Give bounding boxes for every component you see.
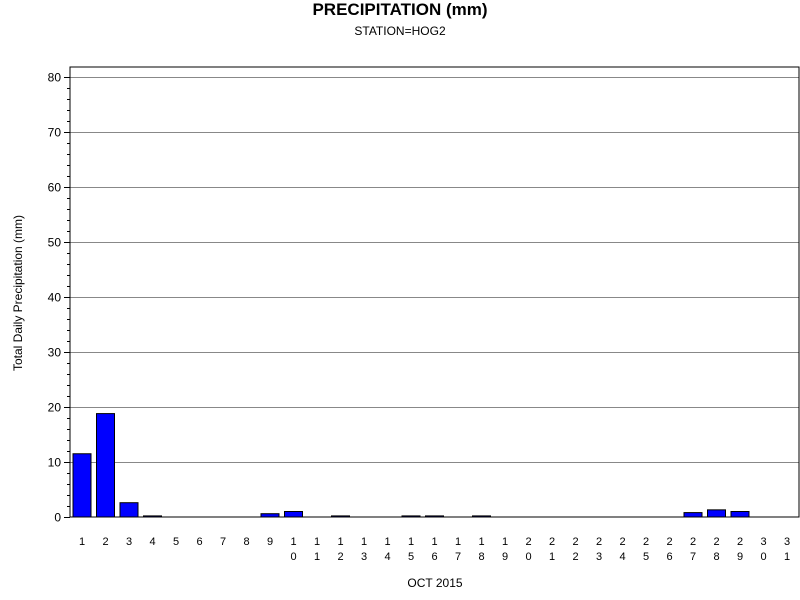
x-tick-label: 1 <box>337 536 343 548</box>
x-tick-label: 2 <box>525 536 531 548</box>
x-tick-label: 0 <box>760 551 766 563</box>
x-tick-label: 1 <box>361 536 367 548</box>
x-tick-label: 6 <box>431 551 437 563</box>
chart-subtitle: STATION=HOG2 <box>354 24 446 38</box>
y-tick-label: 60 <box>48 181 62 195</box>
x-tick-label: 1 <box>79 536 85 548</box>
x-tick-label: 1 <box>455 536 461 548</box>
y-axis-title: Total Daily Precipitation (mm) <box>11 215 25 371</box>
x-tick-label: 0 <box>290 551 296 563</box>
x-tick-label: 3 <box>126 536 132 548</box>
y-tick-label: 40 <box>48 291 62 305</box>
x-tick-label: 1 <box>478 536 484 548</box>
x-tick-label: 0 <box>525 551 531 563</box>
x-tick-label: 8 <box>243 536 249 548</box>
x-axis-title: OCT 2015 <box>407 576 462 590</box>
x-tick-label: 4 <box>149 536 155 548</box>
x-tick-label: 4 <box>619 551 625 563</box>
x-tick-label: 2 <box>737 536 743 548</box>
x-tick-label: 1 <box>549 551 555 563</box>
y-tick-label: 70 <box>48 126 62 140</box>
x-tick-label: 2 <box>572 551 578 563</box>
x-tick-label: 1 <box>290 536 296 548</box>
x-tick-label: 9 <box>502 551 508 563</box>
x-tick-label: 8 <box>713 551 719 563</box>
x-tick-label: 3 <box>361 551 367 563</box>
x-tick-label: 2 <box>666 536 672 548</box>
chart-title: PRECIPITATION (mm) <box>312 0 488 19</box>
bar-day-2 <box>96 413 115 518</box>
x-tick-label: 1 <box>314 551 320 563</box>
x-tick-label: 8 <box>478 551 484 563</box>
bar-day-1 <box>72 453 92 518</box>
bar-day-27 <box>683 512 703 518</box>
x-tick-label: 7 <box>690 551 696 563</box>
x-tick-label: 5 <box>643 551 649 563</box>
y-tick-label: 10 <box>48 456 62 470</box>
x-tick-label: 9 <box>737 551 743 563</box>
x-tick-label: 2 <box>549 536 555 548</box>
x-tick-label: 4 <box>384 551 390 563</box>
y-tick-label: 30 <box>48 346 62 360</box>
y-tick-label: 50 <box>48 236 62 250</box>
x-tick-label: 1 <box>784 551 790 563</box>
x-tick-label: 6 <box>196 536 202 548</box>
x-tick-label: 2 <box>619 536 625 548</box>
x-tick-label: 3 <box>784 536 790 548</box>
y-tick-label: 20 <box>48 401 62 415</box>
x-tick-label: 1 <box>384 536 390 548</box>
x-tick-label: 9 <box>267 536 273 548</box>
y-tick-label: 80 <box>48 71 62 85</box>
bar-day-28 <box>707 509 726 518</box>
x-tick-label: 3 <box>760 536 766 548</box>
x-tick-label: 5 <box>173 536 179 548</box>
x-tick-label: 6 <box>666 551 672 563</box>
bar-day-10 <box>284 511 303 518</box>
plot-frame <box>69 66 800 518</box>
bar-day-3 <box>119 502 139 518</box>
x-tick-label: 2 <box>643 536 649 548</box>
bar-day-29 <box>730 511 750 518</box>
x-tick-label: 2 <box>713 536 719 548</box>
x-tick-label: 3 <box>596 551 602 563</box>
x-tick-label: 1 <box>408 536 414 548</box>
x-tick-label: 7 <box>220 536 226 548</box>
x-tick-label: 2 <box>102 536 108 548</box>
x-tick-label: 7 <box>455 551 461 563</box>
x-tick-label: 1 <box>314 536 320 548</box>
x-tick-label: 2 <box>596 536 602 548</box>
x-tick-label: 2 <box>572 536 578 548</box>
x-tick-label: 2 <box>690 536 696 548</box>
x-tick-label: 1 <box>502 536 508 548</box>
x-tick-label: 2 <box>337 551 343 563</box>
x-tick-label: 1 <box>431 536 437 548</box>
x-tick-label: 5 <box>408 551 414 563</box>
y-tick-label: 0 <box>54 511 61 525</box>
